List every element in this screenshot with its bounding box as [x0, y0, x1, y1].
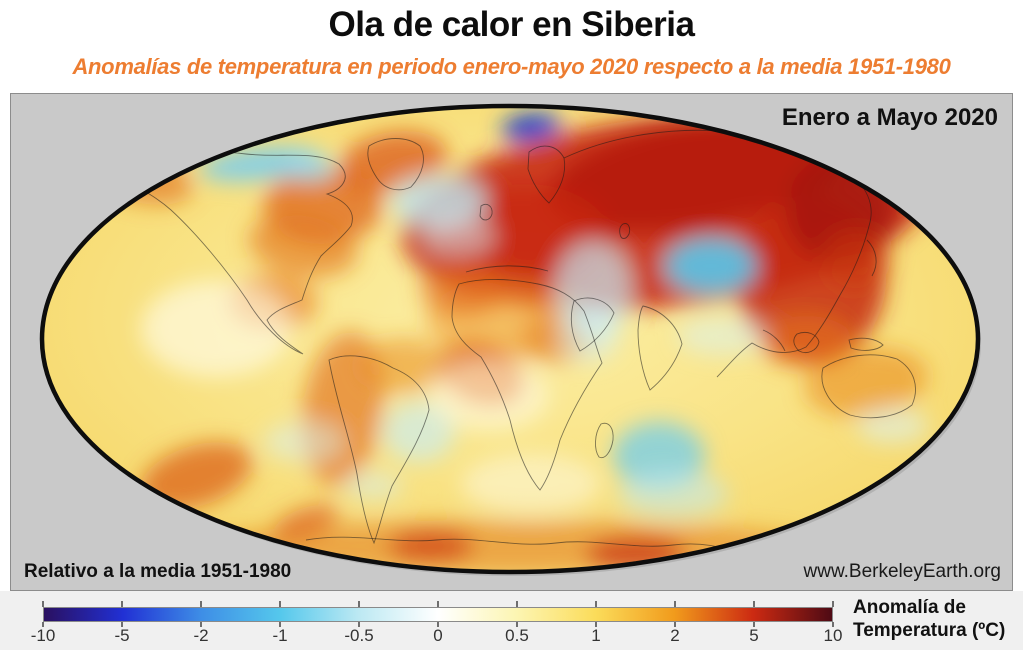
- page-subtitle: Anomalías de temperatura en periodo ener…: [72, 54, 951, 79]
- coastline: [451, 279, 603, 491]
- colorbar-tick-label: -0.5: [344, 626, 374, 645]
- colorbar-tick-label: 10: [823, 626, 843, 645]
- anomaly-region-south-pacific-warm: [140, 442, 252, 510]
- coastline: [619, 223, 631, 239]
- colorbar-gradient: [43, 607, 833, 622]
- colorbar-tick: [279, 601, 281, 607]
- colorbar-tick: [832, 622, 834, 627]
- anomaly-region-tibet-cool: [665, 238, 757, 294]
- anomaly-region-east-pacific-neutral: [141, 281, 291, 377]
- world-map-svg: [39, 103, 981, 576]
- colorbar-title-line1: Anomalía de: [853, 597, 966, 618]
- anomaly-region-north-atlantic-cool: [391, 176, 487, 228]
- colorbar-tick: [200, 601, 202, 607]
- colorbar-tick-label: -1: [272, 626, 288, 645]
- colorbar-tick: [516, 622, 518, 627]
- colorbar-tick: [595, 601, 597, 607]
- colorbar-tick-label: 5: [749, 626, 759, 645]
- anomaly-region-north-australia: [804, 347, 928, 417]
- anomaly-region-argentina-east-cool: [383, 402, 455, 462]
- coastline: [762, 329, 786, 352]
- anomaly-region-svalbard-cold-core: [510, 117, 536, 133]
- coastline: [793, 331, 820, 353]
- coastline: [328, 355, 430, 545]
- anomaly-region-chile-west-cool: [263, 422, 343, 462]
- colorbar-tick-label: 0.5: [505, 626, 529, 645]
- map-panel: Enero a Mayo 2020 Relativo a la media 19…: [10, 93, 1013, 591]
- colorbar-tick: [753, 622, 755, 627]
- anomaly-region-great-lakes: [248, 214, 358, 278]
- colorbar-tick: [753, 601, 755, 607]
- colorbar-tick: [358, 601, 360, 607]
- colorbar-tick: [279, 622, 281, 627]
- colorbar-tick-label: -2: [193, 626, 209, 645]
- colorbar-tick: [674, 622, 676, 627]
- coastline: [948, 429, 956, 455]
- colorbar-tick-label: -5: [114, 626, 130, 645]
- baseline-label: Relativo a la media 1951-1980: [24, 561, 292, 582]
- colorbar-tick-label: 1: [591, 626, 601, 645]
- anomaly-region-south-atlantic-neutral: [429, 361, 549, 431]
- page-title: Ola de calor en Siberia: [328, 5, 695, 44]
- anomaly-region-south-arabia-cool: [559, 306, 619, 362]
- colorbar-tick-label: 0: [433, 626, 443, 645]
- coastline: [595, 422, 614, 459]
- colorbar-tick: [674, 601, 676, 607]
- coastline: [479, 203, 493, 221]
- world-anomaly-map: [11, 94, 1012, 595]
- colorbar-tick: [595, 622, 597, 627]
- period-label: Enero a Mayo 2020: [781, 104, 998, 131]
- source-link[interactable]: www.BerkeleyEarth.org: [803, 561, 1001, 582]
- colorbar-tick: [437, 622, 439, 627]
- anomaly-region-south-atlantic-cool: [343, 471, 403, 501]
- coastline: [821, 354, 916, 419]
- anomaly-region-antarctic-peninsula: [273, 504, 339, 540]
- anomaly-region-northeast-brazil: [358, 338, 448, 394]
- anomaly-region-northwest-africa: [421, 263, 505, 315]
- colorbar-tick: [42, 622, 44, 627]
- anomaly-region-pacific-equator-cool: [677, 316, 769, 356]
- colorbar-title: Anomalía de Temperatura (ºC): [853, 596, 1005, 642]
- coastline: [120, 151, 353, 355]
- colorbar-tick: [200, 622, 202, 627]
- coastline: [866, 239, 877, 277]
- colorbar-tick-label: 2: [670, 626, 680, 645]
- colorbar-tick-label: -10: [30, 626, 56, 645]
- colorbar-strip: -10 -5 -2 -1 -0.5 0 0.5 1 2 5 10 Anomalía de Tempe…: [0, 591, 1023, 650]
- colorbar-tick: [42, 601, 44, 607]
- colorbar-tick: [121, 601, 123, 607]
- colorbar-tick: [121, 622, 123, 627]
- coastline: [570, 297, 615, 352]
- anomaly-region-southern-ocean-neutral: [461, 454, 601, 514]
- anomaly-region-indonesia: [758, 316, 854, 368]
- colorbar-tick: [516, 601, 518, 607]
- coastline: [637, 305, 683, 391]
- anomaly-region-uk-west-cool: [423, 216, 495, 256]
- colorbar-tick: [832, 601, 834, 607]
- anomaly-region-antarctica-west: [389, 530, 473, 562]
- anomaly-region-south-australia-cool: [857, 408, 929, 444]
- coastline: [527, 145, 566, 204]
- coastline: [848, 337, 884, 351]
- colorbar-title-line2: Temperatura (ºC): [853, 620, 1006, 641]
- colorbar-tick: [437, 601, 439, 607]
- anomaly-region-japan-korea: [821, 229, 891, 289]
- coastline: [305, 536, 730, 551]
- coastline: [367, 138, 424, 191]
- coastline: [465, 265, 549, 273]
- anomaly-region-nunavut-cool-east: [286, 156, 336, 180]
- anomaly-region-indian-ocean-cool-ext: [618, 470, 728, 518]
- globe-outline: [39, 103, 981, 575]
- colorbar-tick: [358, 622, 360, 627]
